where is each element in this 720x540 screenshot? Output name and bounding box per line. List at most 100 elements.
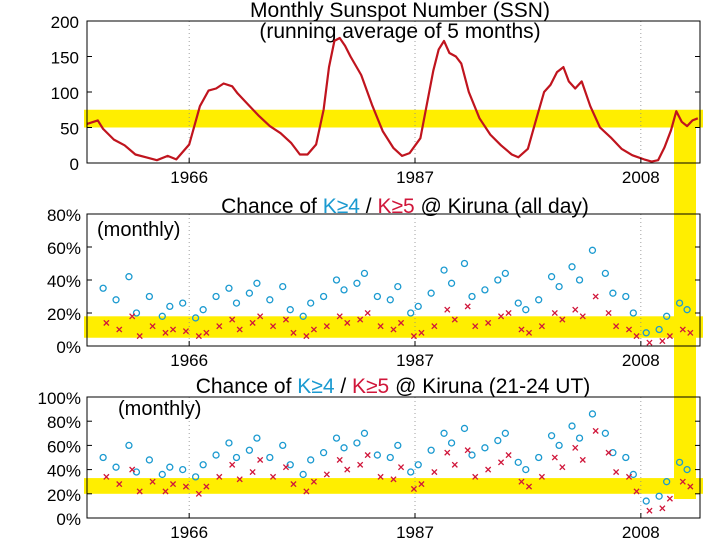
k5-point: [625, 326, 633, 333]
k5-point: [357, 461, 364, 468]
k5-point: [390, 476, 397, 483]
allday-title-sep: /: [360, 195, 378, 218]
k4-point: [501, 429, 509, 437]
k4-point: [683, 465, 691, 474]
k5-point: [290, 329, 297, 336]
x-tick-label: 1966: [170, 523, 208, 540]
k5-point: [518, 478, 525, 485]
ssn-title: Monthly Sunspot Number (SSN): [250, 0, 550, 22]
k4-point: [360, 429, 369, 437]
k4-point: [158, 470, 166, 479]
k5-point: [377, 473, 384, 480]
k5-point: [182, 483, 189, 490]
k5-point: [182, 328, 189, 335]
k5-point: [666, 495, 673, 502]
k4-point: [99, 453, 107, 462]
k4-point: [319, 449, 328, 457]
k5-point: [687, 329, 694, 336]
k5-point: [451, 316, 458, 323]
k4-point: [266, 453, 274, 462]
k5-point: [538, 473, 545, 480]
k4-point: [279, 441, 287, 450]
k5-point: [538, 323, 545, 330]
y-tick-label: 40%: [47, 272, 81, 291]
k5-point: [149, 323, 156, 330]
k5-point: [303, 488, 310, 495]
y-tick-label: 50: [60, 120, 79, 139]
k5-point: [229, 316, 236, 323]
k4-point: [414, 302, 422, 311]
k5-point: [336, 456, 343, 463]
k5-point: [303, 333, 310, 340]
k4-point: [166, 463, 174, 471]
k4-point: [468, 292, 476, 301]
k5-point: [129, 466, 136, 473]
k4-point: [307, 299, 315, 307]
k5-point: [485, 319, 492, 326]
k4-point: [191, 314, 200, 322]
k4-point: [494, 436, 502, 445]
k5-point: [195, 490, 202, 497]
k5-point: [149, 478, 156, 485]
highlight-band-1: [84, 316, 703, 338]
k4-point: [468, 451, 476, 459]
k4-point: [132, 468, 141, 476]
k5-point: [605, 449, 612, 456]
k5-point: [472, 323, 479, 330]
k5-point: [397, 464, 405, 471]
x-tick-label: 2008: [622, 168, 660, 187]
ssn-panel: Monthly Sunspot Number (SSN) (running av…: [51, 0, 703, 187]
k5-point: [229, 461, 236, 468]
k4-point: [353, 439, 361, 447]
k5-point: [257, 313, 264, 320]
k5-point: [687, 483, 694, 490]
x-tick-label: 2008: [622, 523, 660, 540]
y-tick-label: 200: [51, 13, 79, 32]
k4-point: [332, 434, 341, 442]
k5-point: [659, 337, 666, 345]
k4-point: [481, 286, 489, 294]
x-tick-label: 1966: [170, 351, 208, 370]
k4-point: [568, 422, 576, 430]
x-tick-label: 1987: [396, 351, 434, 370]
k4-point: [609, 449, 617, 457]
k4-point: [340, 286, 348, 294]
k4-point: [394, 441, 402, 450]
k4-point: [266, 296, 274, 304]
night-monthly-note: (monthly): [118, 398, 201, 420]
k5-point: [633, 333, 640, 340]
k5-point: [431, 323, 438, 330]
k4-point: [332, 276, 341, 284]
k4-point: [555, 441, 563, 450]
k5-point: [323, 471, 330, 478]
k4-point: [547, 273, 556, 281]
night-title-suffix: @ Kiruna (21-24 UT): [389, 375, 590, 398]
k4-point: [245, 446, 254, 454]
plot-frame-2: [86, 396, 701, 519]
k5-point: [592, 293, 599, 300]
k4-point: [663, 312, 671, 320]
y-tick-label: 20%: [47, 486, 81, 505]
k4-point: [514, 458, 522, 466]
k4-point: [112, 296, 120, 304]
k4-point: [179, 465, 187, 474]
k5-point: [310, 478, 317, 485]
night-title: Chance of K≥4 / K≥5 @ Kiruna (21-24 UT): [196, 375, 591, 398]
k4-point: [407, 309, 415, 317]
k4-point: [125, 441, 133, 450]
k5-point: [377, 323, 384, 330]
k5-point: [646, 507, 653, 514]
k5-point: [605, 309, 612, 317]
k4-point: [99, 284, 107, 292]
k5-point: [323, 323, 330, 330]
k5-point: [579, 313, 586, 320]
k4-point: [307, 456, 315, 464]
k5-point: [559, 464, 566, 471]
k4-point: [460, 259, 469, 268]
k5-point: [216, 323, 223, 330]
k5-point: [203, 483, 210, 490]
k5-point: [613, 468, 620, 476]
k4-point: [299, 312, 307, 320]
k5-point: [116, 326, 123, 333]
